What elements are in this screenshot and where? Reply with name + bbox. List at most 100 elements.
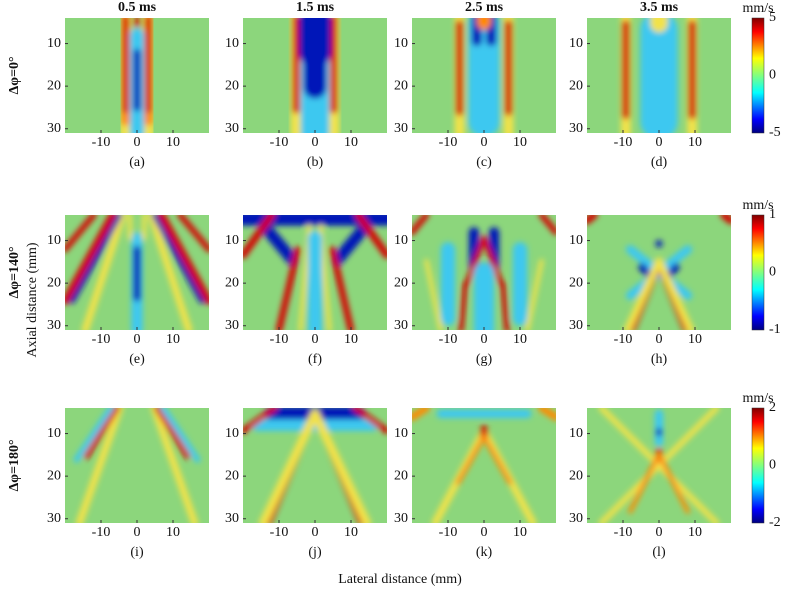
wave-pattern (243, 408, 387, 523)
heatmap (243, 215, 387, 330)
x-tick-label: -10 (439, 525, 458, 540)
column-title: 1.5 ms (296, 0, 335, 15)
y-tick-label: 20 (394, 275, 408, 290)
wave-pattern (620, 18, 698, 133)
panel-label: (j) (308, 545, 322, 560)
wave (151, 215, 205, 304)
heatmap (65, 18, 209, 133)
x-tick-label: 10 (166, 525, 180, 540)
wave-pattern (587, 215, 731, 330)
x-tick-label: -10 (439, 135, 458, 150)
y-tick-label: 20 (225, 468, 239, 483)
wave (73, 408, 114, 463)
wave (243, 408, 278, 434)
wave (623, 257, 663, 330)
x-tick-label: 10 (513, 135, 527, 150)
colorbar (751, 17, 765, 134)
y-tick-label: 30 (47, 511, 61, 526)
colorbar-tick-label: -1 (769, 322, 781, 337)
y-tick-label: 30 (569, 318, 583, 333)
y-tick-label: 20 (47, 468, 61, 483)
y-tick-label: 20 (47, 78, 61, 93)
colorbar (751, 214, 765, 331)
wave (354, 215, 387, 259)
y-tick-label: 30 (394, 318, 408, 333)
heatmap (587, 408, 731, 523)
wave (154, 408, 191, 460)
y-tick-label: 10 (569, 36, 583, 51)
panel-label: (i) (130, 545, 144, 560)
wave (628, 451, 662, 514)
x-tick-label: 0 (656, 332, 663, 347)
y-tick-label: 10 (394, 426, 408, 441)
colorbar-tick-label: 1 (769, 207, 776, 222)
panel-label: (g) (476, 352, 493, 367)
x-tick-label: 0 (312, 135, 319, 150)
x-tick-label: 10 (344, 135, 358, 150)
heatmap (65, 408, 209, 523)
panel-label: (k) (476, 545, 493, 560)
colorbar-tick-label: 0 (769, 458, 776, 473)
x-axis-label: Lateral distance (mm) (338, 572, 462, 587)
x-tick-label: 10 (688, 525, 702, 540)
wave (310, 409, 372, 523)
wave (598, 408, 720, 523)
heatmap (65, 215, 209, 330)
wave (352, 408, 387, 434)
wave-pattern (65, 215, 209, 330)
heatmap (243, 408, 387, 523)
wave (424, 258, 443, 330)
y-tick-label: 10 (225, 426, 239, 441)
panel-label: (e) (129, 352, 145, 367)
x-tick-label: 0 (134, 135, 141, 150)
y-tick-label: 30 (47, 318, 61, 333)
panel-label: (f) (308, 352, 322, 367)
wave-pattern (119, 18, 155, 133)
colorbar (751, 407, 765, 524)
row-label: Δφ=180° (7, 439, 22, 491)
wave (81, 215, 127, 330)
wave (412, 408, 430, 421)
wave-pattern (454, 18, 514, 133)
x-tick-label: 0 (656, 525, 663, 540)
column-title: 3.5 ms (640, 0, 679, 15)
wave (655, 257, 695, 330)
x-tick-label: -10 (439, 332, 458, 347)
x-tick-label: 0 (134, 332, 141, 347)
wave-pattern (243, 215, 387, 330)
heatmap (587, 215, 731, 330)
wave (481, 235, 504, 287)
colorbar-tick-label: 0 (769, 68, 776, 83)
y-tick-label: 20 (225, 78, 239, 93)
wave (275, 246, 301, 330)
y-tick-label: 10 (47, 426, 61, 441)
wave (720, 215, 731, 225)
wave (177, 215, 209, 253)
y-tick-label: 20 (569, 468, 583, 483)
y-tick-label: 20 (394, 468, 408, 483)
x-tick-label: -10 (270, 525, 289, 540)
heatmap (412, 408, 556, 523)
x-tick-label: 10 (688, 135, 702, 150)
x-tick-label: 0 (134, 525, 141, 540)
x-tick-label: 10 (166, 135, 180, 150)
panel-label: (d) (651, 155, 668, 170)
y-tick-label: 20 (225, 275, 239, 290)
wave (258, 409, 320, 523)
x-tick-label: 10 (688, 332, 702, 347)
row-label: Δφ=140° (7, 246, 22, 298)
wave (537, 408, 556, 421)
wave (458, 281, 468, 330)
wave (157, 215, 209, 305)
wave (65, 215, 97, 253)
x-tick-label: 10 (344, 525, 358, 540)
y-tick-label: 10 (394, 233, 408, 248)
colorbar-tick-label: -5 (769, 125, 781, 140)
x-tick-label: -10 (92, 332, 111, 347)
y-tick-label: 20 (569, 275, 583, 290)
y-tick-label: 30 (47, 121, 61, 136)
wave (625, 245, 693, 300)
x-tick-label: 10 (166, 332, 180, 347)
x-tick-label: 10 (344, 332, 358, 347)
